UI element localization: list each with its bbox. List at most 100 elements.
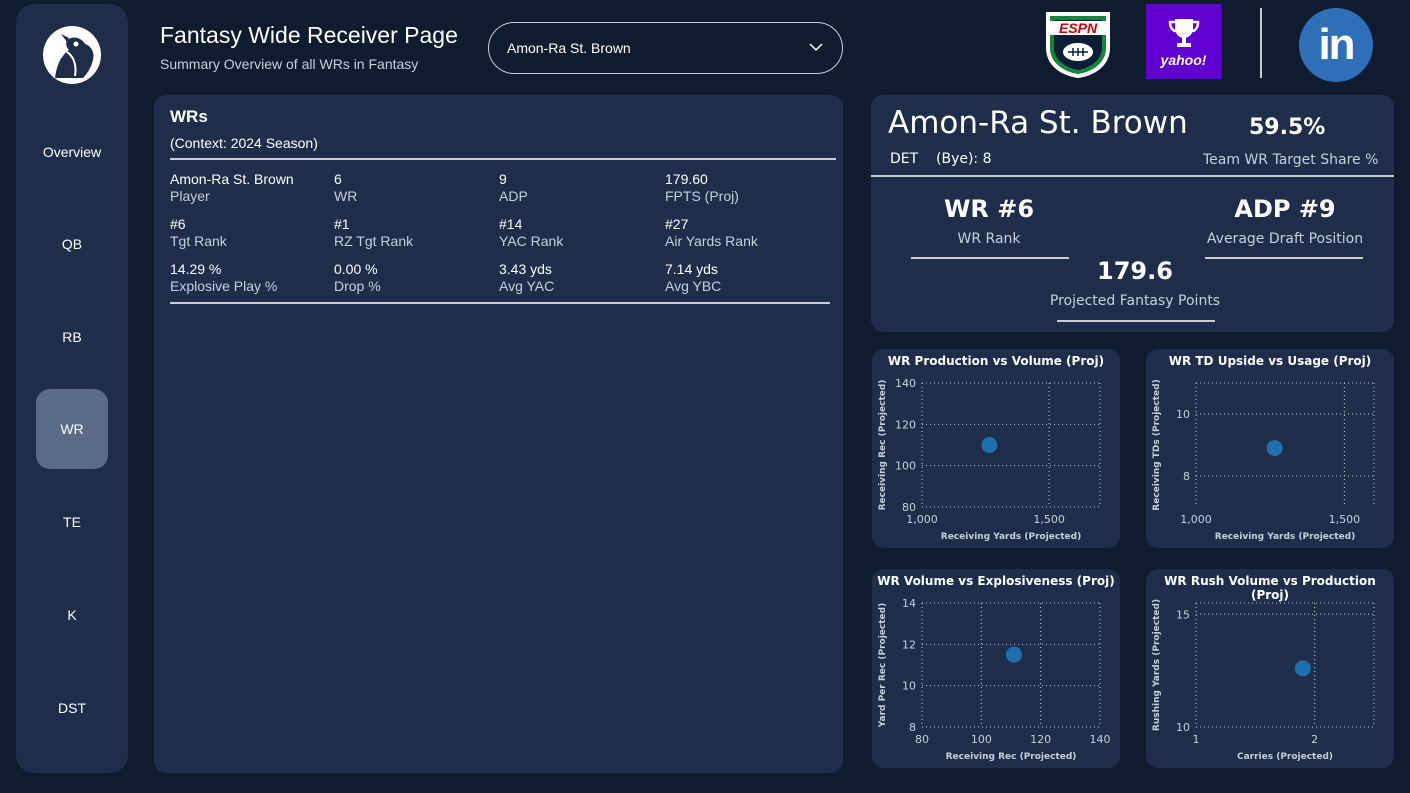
chart-title: WR Rush Volume vs Production (Proj)	[1164, 574, 1376, 602]
y-tick-label: 10	[1176, 408, 1190, 421]
stat-label: YAC Rank	[499, 233, 564, 249]
stat-label: FPTS (Proj)	[665, 188, 739, 204]
bird-logo-icon	[55, 34, 94, 78]
card-divider	[871, 175, 1394, 177]
y-tick-label: 80	[902, 501, 916, 514]
stat-label: Player	[170, 188, 210, 204]
kpi-value: 179.6	[1097, 257, 1173, 285]
scatter-plot: 10 15 1 2 Carries (Projected) Rushing Yards (…	[1152, 599, 1375, 762]
espn-fantasy-logo[interactable]: ESPN	[1040, 8, 1116, 80]
player-select-dropdown[interactable]: Amon-Ra St. Brown	[488, 22, 843, 74]
nav-item-qb[interactable]: QB	[61, 236, 83, 252]
page-title: Fantasy Wide Receiver Page	[160, 22, 458, 48]
player-team: DET (Bye): 8	[890, 151, 992, 167]
stat-value: 7.14 yds	[665, 261, 718, 277]
kpi-label: Projected Fantasy Points	[1049, 293, 1221, 309]
team-abbr: DET	[890, 151, 919, 167]
y-axis-label: Yard Per Rec (Projected)	[878, 603, 888, 728]
nav-item-wr[interactable]: WR	[36, 389, 108, 469]
dropdown-selected-value: Amon-Ra St. Brown	[507, 40, 631, 56]
y-axis-label: Rushing Yards (Projected)	[1152, 599, 1162, 731]
player-name: Amon-Ra St. Brown	[888, 105, 1188, 141]
stat-value: #1	[334, 216, 350, 232]
stat-label: RZ Tgt Rank	[334, 233, 414, 249]
yahoo-fantasy-logo[interactable]: yahoo!	[1146, 4, 1221, 79]
kpi-label: Average Draft Position	[1206, 231, 1364, 247]
nav-item-k[interactable]: K	[67, 607, 77, 623]
nav-item-te[interactable]: TE	[63, 514, 81, 530]
kpi-value: ADP #9	[1234, 195, 1336, 223]
nav-item-overview[interactable]: Overview	[42, 144, 102, 160]
bye-week: (Bye): 8	[936, 151, 992, 167]
y-tick-label: 100	[895, 460, 916, 473]
chart-production-vs-volume: WR Production vs Volume (Proj) 80 100 120 1…	[872, 349, 1120, 548]
y-tick-label: 14	[902, 597, 916, 610]
data-point	[1294, 660, 1311, 677]
stat-label: WR	[334, 188, 358, 204]
chart-volume-vs-explosiveness: WR Volume vs Explosiveness (Proj) 8 10 12 1…	[872, 569, 1120, 768]
stat-yac-rank: #14 YAC Rank	[499, 216, 563, 249]
x-tick-label: 1,000	[1180, 513, 1212, 526]
x-tick-label: 1,500	[1329, 513, 1361, 526]
y-axis-label: Receiving Rec (Projected)	[878, 380, 888, 511]
data-point	[981, 437, 998, 453]
stat-rz-tgt-rank: #1 RZ Tgt Rank	[334, 216, 413, 249]
stat-fpts: 179.60 FPTS (Proj)	[665, 171, 739, 204]
player-summary-card: Amon-Ra St. Brown DET (Bye): 8 59.5% Tea…	[871, 95, 1394, 332]
kpi-label: WR Rank	[957, 231, 1021, 247]
x-axis-label: Receiving Yards (Projected)	[1215, 532, 1355, 542]
scatter-plot: 8 10 1,000 1,500 Receiving Yards (Projected)…	[1152, 379, 1375, 542]
target-share-label: Team WR Target Share %	[1203, 152, 1379, 168]
stat-label: Avg YBC	[665, 278, 722, 294]
chart-title: WR Production vs Volume (Proj)	[887, 354, 1105, 368]
kpi-fpts: 179.6 Projected Fantasy Points	[1045, 257, 1225, 309]
x-tick-label: 1	[1193, 733, 1200, 746]
stat-value: 14.29 %	[170, 261, 222, 277]
data-point	[1266, 440, 1283, 457]
nav-item-dst[interactable]: DST	[58, 700, 86, 716]
nav-item-rb[interactable]: RB	[62, 329, 82, 345]
x-tick-label: 1,500	[1033, 513, 1065, 526]
stat-label: Air Yards Rank	[665, 233, 758, 249]
kpi-value: WR #6	[943, 195, 1035, 223]
stat-drop: 0.00 % Drop %	[334, 261, 381, 294]
y-tick-label: 15	[1176, 608, 1190, 621]
stat-adp: 9 ADP	[499, 171, 528, 204]
stat-value: 9	[499, 171, 507, 187]
kpi-underline	[1057, 320, 1215, 322]
chart-title: WR Volume vs Explosiveness (Proj)	[877, 574, 1115, 588]
kpi-adp: ADP #9 Average Draft Position	[1195, 195, 1375, 247]
panel-context: (Context: 2024 Season)	[170, 135, 318, 151]
chart-rush-volume-vs-production: WR Rush Volume vs Production (Proj) 10 15…	[1146, 569, 1394, 768]
chart-td-upside-vs-usage: WR TD Upside vs Usage (Proj) 8 10 1,000 1,5…	[1146, 349, 1394, 548]
x-tick-label: 100	[971, 733, 992, 746]
stat-value: 0.00 %	[334, 261, 378, 277]
stat-label: Tgt Rank	[170, 233, 227, 249]
kpi-underline	[1205, 257, 1363, 259]
scatter-plot: 80 100 120 140 1,000 1,500 Receiving Yards (Pr…	[878, 377, 1101, 542]
stat-tgt-rank: #6 Tgt Rank	[170, 216, 227, 249]
table-bottom-divider	[170, 302, 830, 304]
data-point	[1005, 646, 1022, 663]
y-tick-label: 120	[895, 418, 916, 431]
y-tick-label: 10	[1176, 721, 1190, 734]
x-tick-label: 1,000	[906, 513, 938, 526]
header-divider	[1260, 8, 1262, 78]
page-subtitle: Summary Overview of all WRs in Fantasy	[160, 56, 419, 72]
stat-value: #6	[170, 216, 186, 232]
stat-value: 6	[334, 171, 342, 187]
stat-player: Amon-Ra St. Brown Player	[170, 171, 294, 204]
chevron-down-icon	[809, 43, 823, 52]
espn-text: ESPN	[1059, 20, 1098, 36]
x-axis-label: Carries (Projected)	[1237, 752, 1333, 762]
stat-label: Drop %	[334, 278, 381, 294]
yahoo-text: yahoo!	[1160, 51, 1207, 68]
y-tick-label: 8	[1183, 470, 1190, 483]
y-tick-label: 10	[902, 680, 916, 693]
linkedin-icon[interactable]: in	[1299, 8, 1373, 82]
scatter-plot: 8 10 12 14 80 100 120 140 Receiving Rec (Project…	[878, 597, 1111, 762]
stat-label: Avg YAC	[499, 278, 555, 294]
table-top-divider	[170, 158, 836, 160]
app-logo	[43, 26, 101, 84]
x-tick-label: 2	[1311, 733, 1318, 746]
